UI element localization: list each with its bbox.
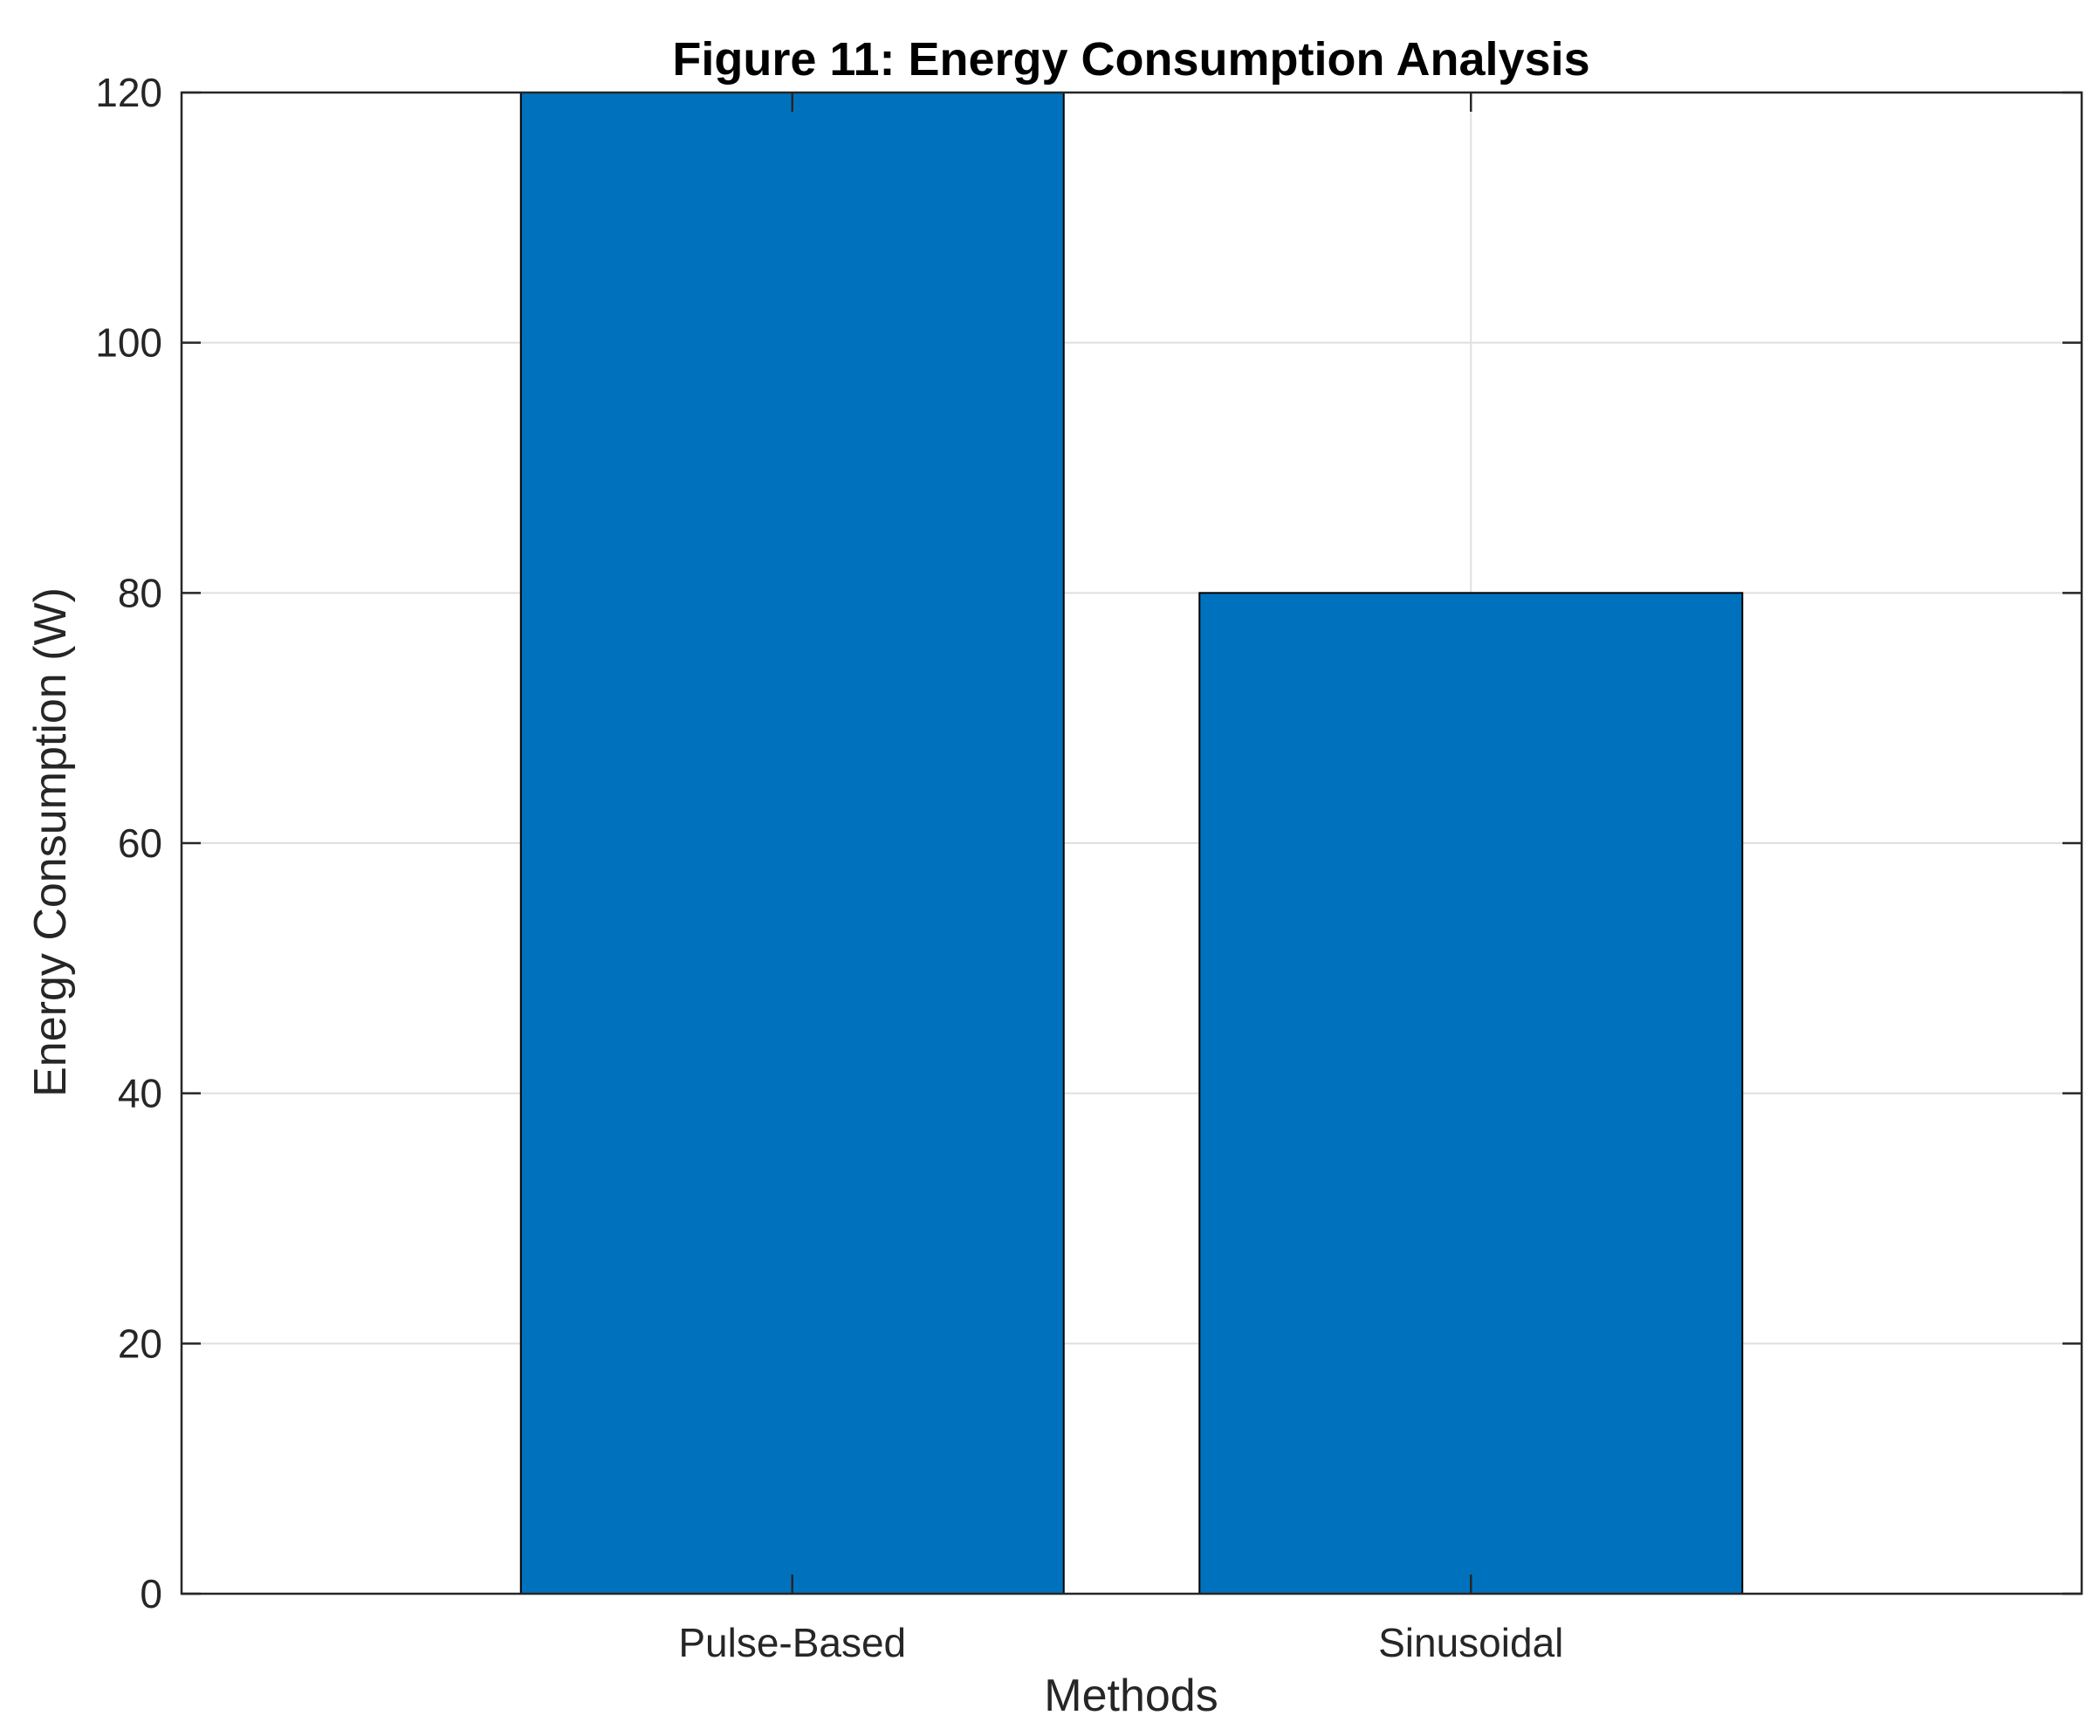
bars	[519, 92, 1744, 1595]
x-tick-label: Sinusoidal	[1378, 1620, 1563, 1665]
y-tick-label: 0	[140, 1571, 162, 1616]
tick-marks	[182, 91, 2082, 1595]
y-tick-label: 120	[95, 70, 162, 115]
y-tick-label: 60	[118, 820, 162, 866]
x-tick-label: Pulse-Based	[678, 1620, 906, 1665]
tick-labels: 0 20 40 60 80 100 120 Pulse-Based Sinusoidal	[95, 70, 1563, 1665]
x-axis-title: Methods	[1044, 1671, 1218, 1721]
y-tick-label: 20	[118, 1321, 162, 1366]
y-tick-label: 80	[118, 570, 162, 615]
bar-sinusoidal	[1198, 592, 1744, 1595]
chart-title: Figure 11: Energy Consumption Analysis	[672, 33, 1589, 86]
y-tick-label: 40	[118, 1071, 162, 1116]
y-axis-title: Energy Consumption (W)	[25, 587, 76, 1097]
bar-pulse-based	[519, 92, 1065, 1595]
y-tick-label: 100	[95, 320, 162, 366]
